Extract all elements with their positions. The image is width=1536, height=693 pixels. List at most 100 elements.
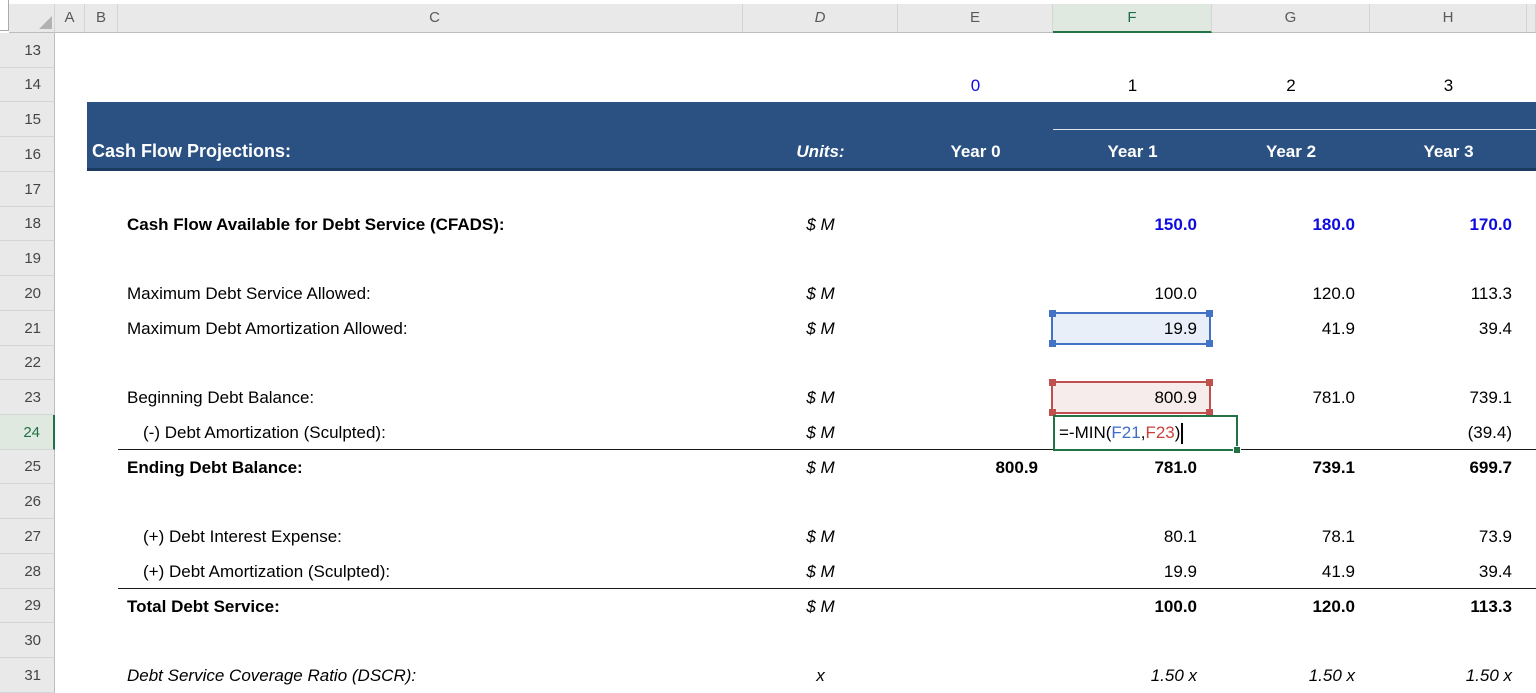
cell-H29[interactable]: 113.3 xyxy=(1470,597,1512,616)
cell-E25[interactable]: 800.9 xyxy=(995,458,1038,477)
fill-handle[interactable] xyxy=(1233,446,1241,454)
cell-D20-units[interactable]: $ M xyxy=(806,284,835,303)
cell-G28[interactable]: 41.9 xyxy=(1321,562,1355,581)
year0-column-header[interactable]: Year 0 xyxy=(950,142,1001,161)
column-header-D[interactable]: D xyxy=(743,4,898,33)
row-header-19[interactable]: 19 xyxy=(0,241,55,276)
row-header-23[interactable]: 23 xyxy=(0,380,55,415)
cell-G18[interactable]: 180.0 xyxy=(1312,215,1355,234)
row-header-30[interactable]: 30 xyxy=(0,623,55,658)
cell-G29[interactable]: 120.0 xyxy=(1312,597,1355,616)
row-header-29[interactable]: 29 xyxy=(0,589,55,623)
range-handle[interactable] xyxy=(1206,310,1213,317)
cell-H21[interactable]: 39.4 xyxy=(1478,319,1512,338)
cell-F27[interactable]: 80.1 xyxy=(1163,527,1197,546)
cell-H20[interactable]: 113.3 xyxy=(1470,284,1512,303)
cell-D28-units[interactable]: $ M xyxy=(806,562,835,581)
row-header-20[interactable]: 20 xyxy=(0,276,55,311)
row-header-13[interactable]: 13 xyxy=(0,33,55,68)
row-header-14[interactable]: 14 xyxy=(0,68,55,102)
range-handle[interactable] xyxy=(1049,340,1056,347)
range-handle[interactable] xyxy=(1049,409,1056,416)
cell-D23-units[interactable]: $ M xyxy=(806,388,835,407)
cell-D31-units[interactable]: x xyxy=(816,666,825,685)
row-header-26[interactable]: 26 xyxy=(0,484,55,519)
cell-H27[interactable]: 73.9 xyxy=(1478,527,1512,546)
cell-F20[interactable]: 100.0 xyxy=(1154,284,1197,303)
row-header-15[interactable]: 15 xyxy=(0,102,55,137)
range-handle[interactable] xyxy=(1049,310,1056,317)
cell-H18[interactable]: 170.0 xyxy=(1469,215,1512,234)
cell-C23-label[interactable]: Beginning Debt Balance: xyxy=(127,388,315,407)
cell-F21-referenced[interactable]: 19.9 xyxy=(1163,319,1197,338)
cell-H24[interactable]: (39.4) xyxy=(1467,423,1512,442)
column-header-I-sliver[interactable] xyxy=(1527,4,1536,33)
cell-C28-label[interactable]: (+) Debt Amortization (Sculpted): xyxy=(143,562,391,581)
cell-H25[interactable]: 699.7 xyxy=(1469,458,1512,477)
cell-G20[interactable]: 120.0 xyxy=(1312,284,1355,303)
cell-F31[interactable]: 1.50 x xyxy=(1150,666,1197,685)
section-title[interactable]: Cash Flow Projections: xyxy=(92,141,292,161)
select-all-corner[interactable] xyxy=(9,4,55,33)
row-header-22[interactable]: 22 xyxy=(0,346,55,380)
cell-D29-units[interactable]: $ M xyxy=(806,597,835,616)
range-handle[interactable] xyxy=(1049,379,1056,386)
cell-H28[interactable]: 39.4 xyxy=(1478,562,1512,581)
cell-H14-period-3[interactable]: 3 xyxy=(1443,76,1454,95)
cell-G23[interactable]: 781.0 xyxy=(1312,388,1355,407)
cell-D21-units[interactable]: $ M xyxy=(806,319,835,338)
row-header-25[interactable]: 25 xyxy=(0,450,55,484)
column-header-E[interactable]: E xyxy=(898,4,1053,33)
cell-C29-label[interactable]: Total Debt Service: xyxy=(127,597,280,616)
row-header-27[interactable]: 27 xyxy=(0,519,55,554)
cell-F28[interactable]: 19.9 xyxy=(1163,562,1197,581)
cell-H31[interactable]: 1.50 x xyxy=(1465,666,1512,685)
cell-G21[interactable]: 41.9 xyxy=(1321,319,1355,338)
cell-H23[interactable]: 739.1 xyxy=(1469,388,1512,407)
reference-range-F21[interactable] xyxy=(1049,310,1213,347)
row-header-17[interactable]: 17 xyxy=(0,172,55,207)
row-header-18[interactable]: 18 xyxy=(0,207,55,241)
cell-F29[interactable]: 100.0 xyxy=(1154,597,1197,616)
cell-E14-period-0[interactable]: 0 xyxy=(970,76,981,95)
cell-G14-period-2[interactable]: 2 xyxy=(1286,76,1296,95)
row-header-21[interactable]: 21 xyxy=(0,311,55,346)
reference-range-F23[interactable] xyxy=(1049,379,1213,416)
year2-column-header[interactable]: Year 2 xyxy=(1265,142,1317,161)
cell-C24-label[interactable]: (-) Debt Amortization (Sculpted): xyxy=(143,423,386,442)
row-header-24-selected[interactable]: 24 xyxy=(0,415,55,450)
units-column-header[interactable]: Units: xyxy=(796,142,845,161)
cell-G27[interactable]: 78.1 xyxy=(1321,527,1355,546)
year1-column-header[interactable]: Year 1 xyxy=(1107,142,1158,161)
formula-edit-cell-F24[interactable]: =-MIN(F21,F23) xyxy=(1053,415,1241,454)
cell-F25[interactable]: 781.0 xyxy=(1154,458,1197,477)
range-handle[interactable] xyxy=(1206,379,1213,386)
cell-D27-units[interactable]: $ M xyxy=(806,527,835,546)
range-handle[interactable] xyxy=(1206,340,1213,347)
row-header-31[interactable]: 31 xyxy=(0,658,55,693)
column-header-C[interactable]: C xyxy=(118,4,743,33)
row-header-16[interactable]: 16 xyxy=(0,137,55,172)
cell-C31-label[interactable]: Debt Service Coverage Ratio (DSCR): xyxy=(127,666,417,685)
column-header-H[interactable]: H xyxy=(1370,4,1527,33)
cell-C25-label[interactable]: Ending Debt Balance: xyxy=(127,458,303,477)
column-header-F-selected[interactable]: F xyxy=(1053,4,1212,33)
cell-C21-label[interactable]: Maximum Debt Amortization Allowed: xyxy=(127,319,408,338)
column-header-B[interactable]: B xyxy=(85,4,118,33)
column-header-G[interactable]: G xyxy=(1212,4,1370,33)
cell-F18[interactable]: 150.0 xyxy=(1154,215,1197,234)
cell-C27-label[interactable]: (+) Debt Interest Expense: xyxy=(143,527,342,546)
cell-D24-units[interactable]: $ M xyxy=(806,423,835,442)
range-handle[interactable] xyxy=(1206,409,1213,416)
cell-F23-referenced[interactable]: 800.9 xyxy=(1154,388,1197,407)
year3-column-header[interactable]: Year 3 xyxy=(1423,142,1474,161)
cell-C20-label[interactable]: Maximum Debt Service Allowed: xyxy=(127,284,371,303)
cell-D18-units[interactable]: $ M xyxy=(806,215,835,234)
cell-F14-period-1[interactable]: 1 xyxy=(1127,76,1138,95)
column-header-A[interactable]: A xyxy=(55,4,85,33)
cell-D25-units[interactable]: $ M xyxy=(806,458,835,477)
cell-C18-cfads-label[interactable]: Cash Flow Available for Debt Service (CF… xyxy=(127,215,505,234)
cell-G25[interactable]: 739.1 xyxy=(1312,458,1355,477)
row-header-28[interactable]: 28 xyxy=(0,554,55,589)
cell-G31[interactable]: 1.50 x xyxy=(1308,666,1355,685)
